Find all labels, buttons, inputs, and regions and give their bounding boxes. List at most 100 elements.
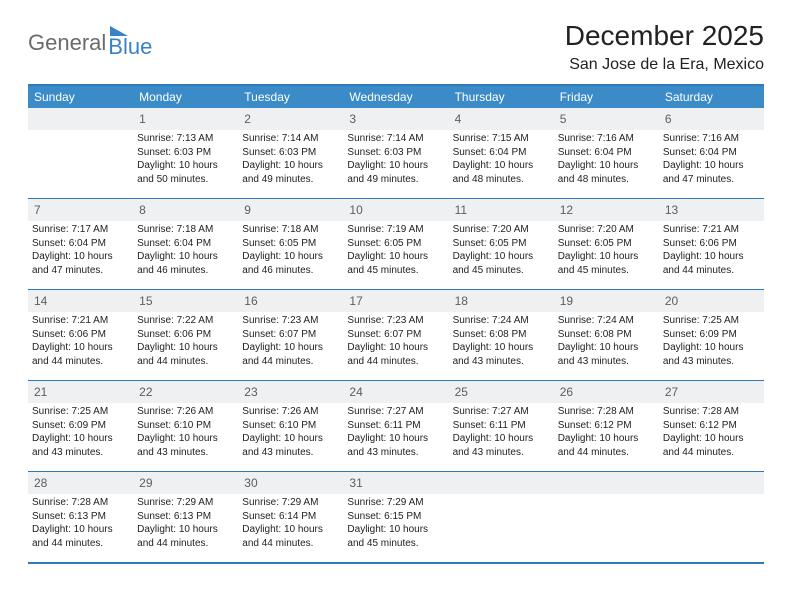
day-number-row: 31 bbox=[343, 472, 448, 494]
day-info: Sunrise: 7:18 AMSunset: 6:05 PMDaylight:… bbox=[242, 223, 339, 277]
day-cell: 16Sunrise: 7:23 AMSunset: 6:07 PMDayligh… bbox=[238, 290, 343, 380]
day-number: 2 bbox=[244, 112, 251, 126]
day-cell: 5 Sunrise: 7:16 AMSunset: 6:04 PMDaylight… bbox=[554, 108, 659, 198]
week-row: 7Sunrise: 7:17 AMSunset: 6:04 PMDaylight… bbox=[28, 198, 764, 289]
day-info: Sunrise: 7:21 AMSunset: 6:06 PMDaylight:… bbox=[32, 314, 129, 368]
day-number: 25 bbox=[455, 385, 468, 399]
day-info: Sunrise: 7:24 AMSunset: 6:08 PMDaylight:… bbox=[453, 314, 550, 368]
day-cell: 17 Sunrise: 7:23 AMSunset: 6:07 PMDayligh… bbox=[343, 290, 448, 380]
day-info: Sunrise: 7:15 AMSunset: 6:04 PMDaylight:… bbox=[453, 132, 550, 186]
day-cell: 22Sunrise: 7:26 AMSunset: 6:10 PMDayligh… bbox=[133, 381, 238, 471]
logo-shape-icon: Blue bbox=[108, 26, 152, 60]
weekday-label: Thursday bbox=[449, 86, 554, 108]
day-info: Sunrise: 7:27 AMSunset: 6:11 PMDaylight:… bbox=[347, 405, 444, 459]
day-cell: 23 Sunrise: 7:26 AMSunset: 6:10 PMDayligh… bbox=[238, 381, 343, 471]
day-number: 31 bbox=[349, 476, 362, 490]
day-cell bbox=[449, 472, 554, 562]
day-info: Sunrise: 7:18 AMSunset: 6:04 PMDaylight:… bbox=[137, 223, 234, 277]
day-number-row bbox=[449, 472, 554, 494]
weekday-label: Saturday bbox=[659, 86, 764, 108]
day-info: Sunrise: 7:14 AMSunset: 6:03 PMDaylight:… bbox=[347, 132, 444, 186]
logo: General Blue bbox=[28, 26, 152, 60]
day-number: 18 bbox=[455, 294, 468, 308]
day-number-row: 10 bbox=[343, 199, 448, 221]
day-info: Sunrise: 7:21 AMSunset: 6:06 PMDaylight:… bbox=[663, 223, 760, 277]
day-number: 26 bbox=[560, 385, 573, 399]
day-info: Sunrise: 7:28 AMSunset: 6:13 PMDaylight:… bbox=[32, 496, 129, 550]
day-number: 24 bbox=[349, 385, 362, 399]
day-info: Sunrise: 7:19 AMSunset: 6:05 PMDaylight:… bbox=[347, 223, 444, 277]
day-info: Sunrise: 7:25 AMSunset: 6:09 PMDaylight:… bbox=[32, 405, 129, 459]
day-cell: 11 Sunrise: 7:20 AMSunset: 6:05 PMDayligh… bbox=[449, 199, 554, 289]
day-info: Sunrise: 7:20 AMSunset: 6:05 PMDaylight:… bbox=[453, 223, 550, 277]
day-number-row: 16 bbox=[238, 290, 343, 312]
day-number: 28 bbox=[34, 476, 47, 490]
day-info: Sunrise: 7:24 AMSunset: 6:08 PMDaylight:… bbox=[558, 314, 655, 368]
day-number-row bbox=[28, 108, 133, 130]
day-number-row: 18 bbox=[449, 290, 554, 312]
day-info: Sunrise: 7:16 AMSunset: 6:04 PMDaylight:… bbox=[558, 132, 655, 186]
weekday-label: Monday bbox=[133, 86, 238, 108]
day-cell: 13Sunrise: 7:21 AMSunset: 6:06 PMDayligh… bbox=[659, 199, 764, 289]
week-row: 14 Sunrise: 7:21 AMSunset: 6:06 PMDayligh… bbox=[28, 289, 764, 380]
day-cell: 18 Sunrise: 7:24 AMSunset: 6:08 PMDayligh… bbox=[449, 290, 554, 380]
day-info: Sunrise: 7:16 AMSunset: 6:04 PMDaylight:… bbox=[663, 132, 760, 186]
weekday-label: Friday bbox=[554, 86, 659, 108]
day-number bbox=[455, 476, 458, 490]
day-cell: 28 Sunrise: 7:28 AMSunset: 6:13 PMDayligh… bbox=[28, 472, 133, 562]
day-cell: 3 Sunrise: 7:14 AMSunset: 6:03 PMDaylight… bbox=[343, 108, 448, 198]
day-number: 5 bbox=[560, 112, 567, 126]
day-number-row: 15 bbox=[133, 290, 238, 312]
day-number-row: 14 bbox=[28, 290, 133, 312]
day-number: 9 bbox=[244, 203, 251, 217]
day-number-row: 21 bbox=[28, 381, 133, 403]
day-cell: 27Sunrise: 7:28 AMSunset: 6:12 PMDayligh… bbox=[659, 381, 764, 471]
day-number: 3 bbox=[349, 112, 356, 126]
day-number-row: 19 bbox=[554, 290, 659, 312]
day-info: Sunrise: 7:29 AMSunset: 6:13 PMDaylight:… bbox=[137, 496, 234, 550]
month-title: December 2025 bbox=[565, 20, 764, 52]
day-number: 30 bbox=[244, 476, 257, 490]
day-cell: 14 Sunrise: 7:21 AMSunset: 6:06 PMDayligh… bbox=[28, 290, 133, 380]
day-number: 29 bbox=[139, 476, 152, 490]
day-number: 14 bbox=[34, 294, 47, 308]
day-number bbox=[665, 476, 668, 490]
weekday-header: SundayMondayTuesdayWednesdayThursdayFrid… bbox=[28, 86, 764, 108]
header: General Blue December 2025 San Jose de l… bbox=[28, 20, 764, 74]
day-number-row bbox=[659, 472, 764, 494]
day-cell: 12Sunrise: 7:20 AMSunset: 6:05 PMDayligh… bbox=[554, 199, 659, 289]
day-number-row: 2 bbox=[238, 108, 343, 130]
day-cell: 21 Sunrise: 7:25 AMSunset: 6:09 PMDayligh… bbox=[28, 381, 133, 471]
day-number-row: 29 bbox=[133, 472, 238, 494]
day-number-row: 1 bbox=[133, 108, 238, 130]
day-number-row: 4 bbox=[449, 108, 554, 130]
day-info: Sunrise: 7:25 AMSunset: 6:09 PMDaylight:… bbox=[663, 314, 760, 368]
day-number bbox=[560, 476, 563, 490]
day-number: 10 bbox=[349, 203, 362, 217]
day-number: 12 bbox=[560, 203, 573, 217]
day-number: 7 bbox=[34, 203, 41, 217]
day-number-row: 26 bbox=[554, 381, 659, 403]
day-cell: 25Sunrise: 7:27 AMSunset: 6:11 PMDayligh… bbox=[449, 381, 554, 471]
day-number: 17 bbox=[349, 294, 362, 308]
location: San Jose de la Era, Mexico bbox=[565, 56, 764, 74]
day-number: 11 bbox=[455, 203, 467, 217]
day-cell bbox=[554, 472, 659, 562]
day-number: 16 bbox=[244, 294, 257, 308]
weekday-label: Sunday bbox=[28, 86, 133, 108]
day-number bbox=[34, 112, 37, 126]
day-number-row: 27 bbox=[659, 381, 764, 403]
day-number-row: 5 bbox=[554, 108, 659, 130]
day-info: Sunrise: 7:23 AMSunset: 6:07 PMDaylight:… bbox=[347, 314, 444, 368]
logo-part1: General bbox=[28, 30, 106, 56]
day-number: 21 bbox=[34, 385, 47, 399]
day-number: 23 bbox=[244, 385, 257, 399]
day-cell: 2Sunrise: 7:14 AMSunset: 6:03 PMDaylight… bbox=[238, 108, 343, 198]
day-number: 6 bbox=[665, 112, 672, 126]
calendar: SundayMondayTuesdayWednesdayThursdayFrid… bbox=[28, 84, 764, 564]
day-info: Sunrise: 7:26 AMSunset: 6:10 PMDaylight:… bbox=[242, 405, 339, 459]
day-number: 20 bbox=[665, 294, 678, 308]
day-cell bbox=[659, 472, 764, 562]
day-info: Sunrise: 7:28 AMSunset: 6:12 PMDaylight:… bbox=[663, 405, 760, 459]
day-number-row: 6 bbox=[659, 108, 764, 130]
